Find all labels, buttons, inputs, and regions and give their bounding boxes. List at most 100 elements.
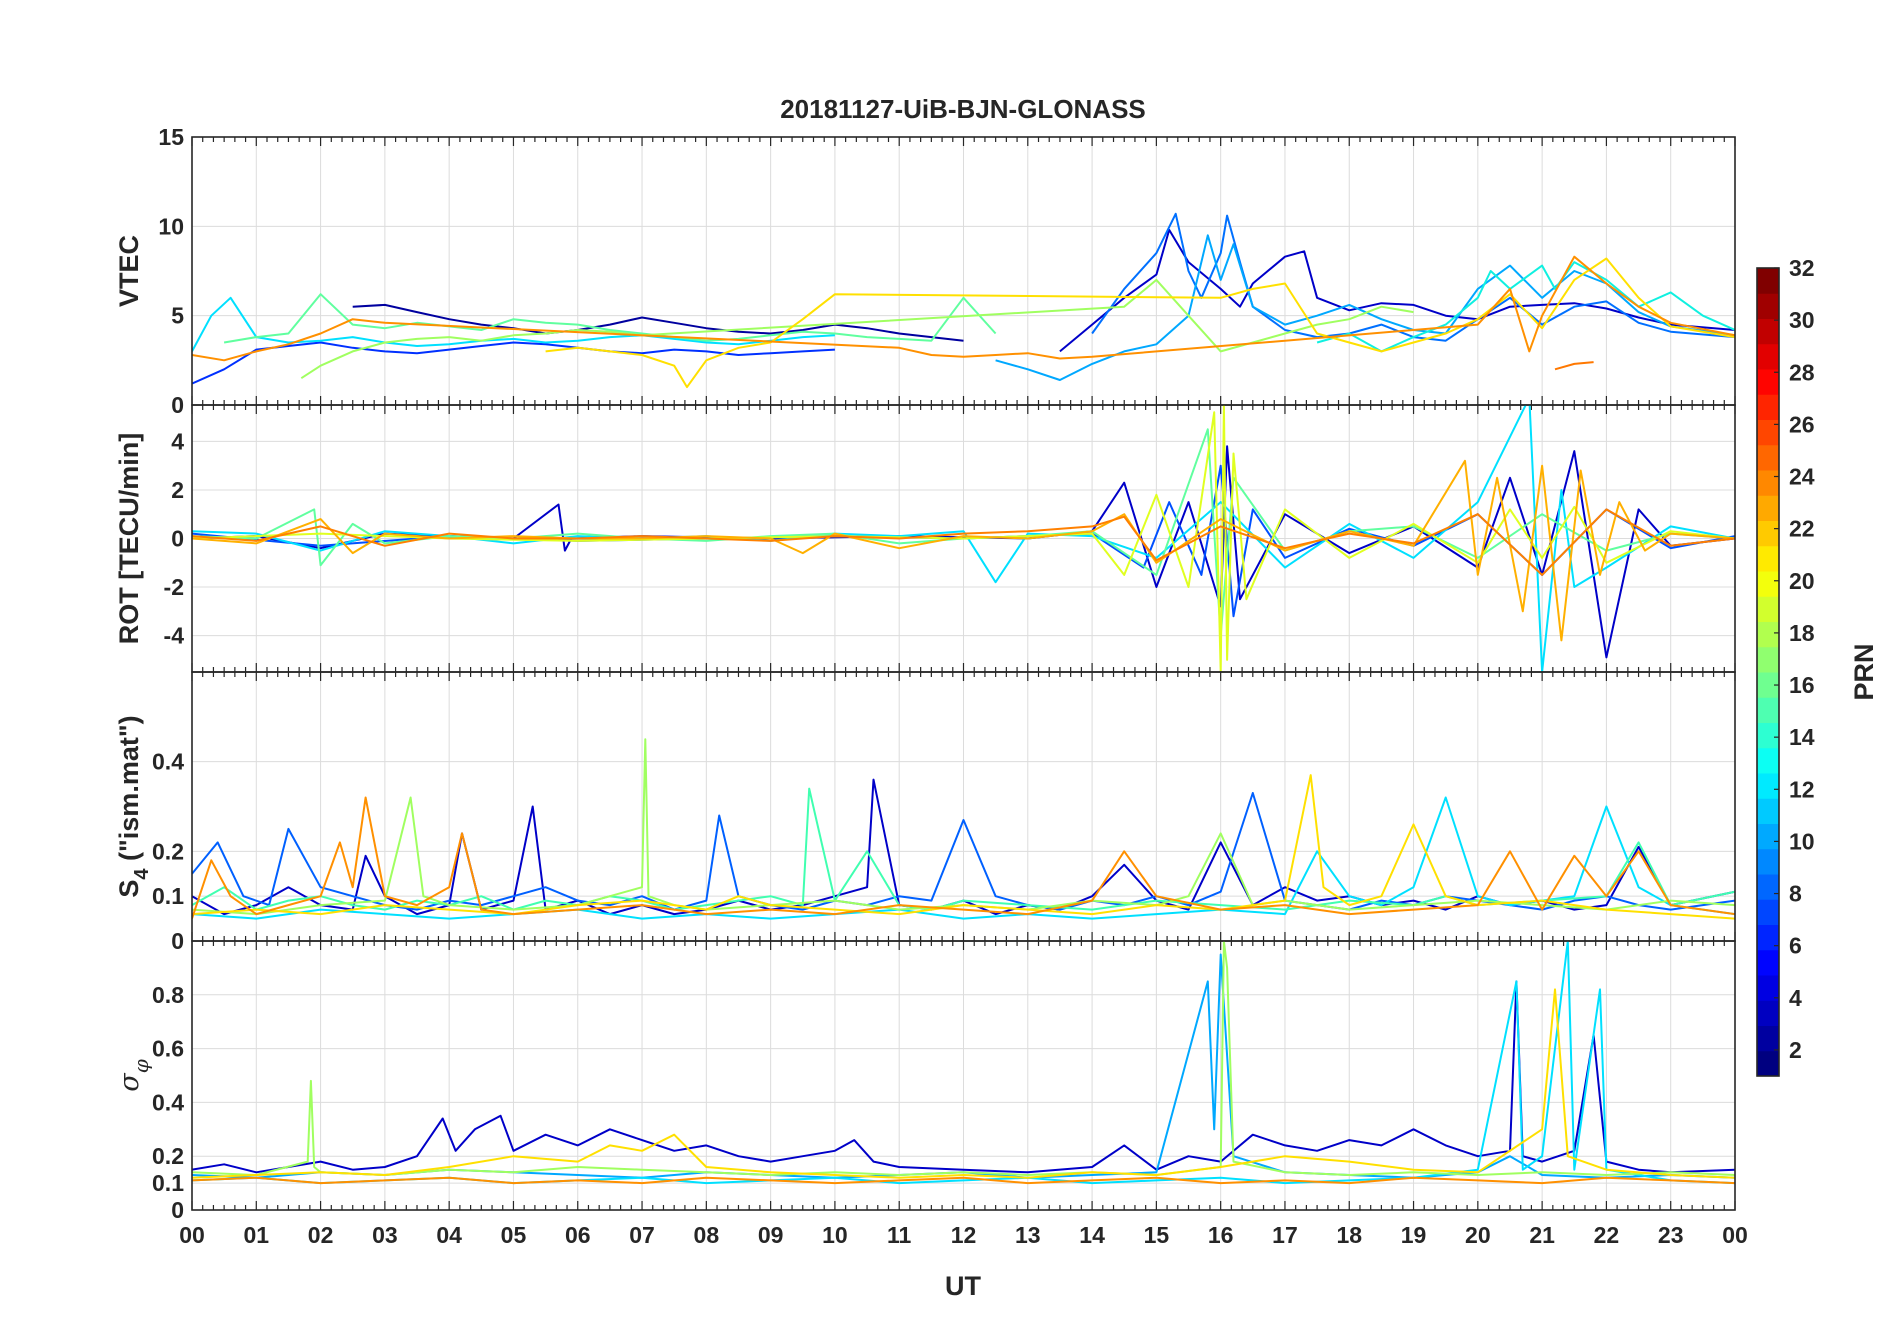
colorbar-tick-label: 2 — [1789, 1037, 1802, 1063]
y-axis-label: VTEC — [114, 235, 144, 307]
colorbar-segment — [1757, 899, 1779, 925]
x-axis: 00 01 02 03 04 05 06 07 08 09 10 11 12 13 14 15 16 17 18 19… — [179, 1222, 1748, 1248]
colorbar-segment — [1757, 369, 1779, 395]
x-tick-label: 12 — [951, 1222, 977, 1248]
series-prn-3 — [1059, 228, 1735, 353]
x-tick-label: 23 — [1658, 1222, 1684, 1248]
colorbar-tick-label: 10 — [1789, 828, 1815, 854]
y-tick-label: 2 — [171, 477, 184, 503]
colorbar-tick-label: 30 — [1789, 307, 1815, 333]
panel-4: 00.10.2 0.4 0.6 0.8 σφ — [114, 940, 1736, 1223]
colorbar-segment — [1757, 773, 1779, 799]
series-group — [192, 212, 1735, 389]
series-prn-12 — [192, 296, 835, 352]
colorbar-segment — [1757, 419, 1779, 446]
x-tick-label: 00 — [1722, 1222, 1748, 1248]
colorbar-segment — [1757, 596, 1779, 622]
series-prn-9 — [995, 234, 1735, 381]
colorbar-segment — [1757, 343, 1779, 370]
y-tick-label: 0 — [171, 392, 184, 418]
series-prn-15 — [192, 787, 1735, 911]
colorbar-tick-label: 16 — [1789, 672, 1815, 698]
colorbar-segment — [1757, 1050, 1779, 1077]
colorbar-tick-label: 22 — [1789, 516, 1815, 542]
x-tick-label: 03 — [372, 1222, 398, 1248]
series-prn-23 — [192, 255, 1735, 362]
colorbar-tick-label: 20 — [1789, 568, 1815, 594]
y-axis-label: ROT [TECU/min] — [114, 433, 144, 644]
colorbar-segment — [1757, 848, 1779, 875]
colorbar-segment — [1757, 495, 1779, 521]
y-tick-label: 0.1 — [152, 883, 184, 909]
x-tick-label: 16 — [1208, 1222, 1234, 1248]
colorbar-tick-label: 26 — [1789, 411, 1815, 437]
series-prn-12 — [192, 405, 1735, 672]
series-group — [192, 738, 1735, 920]
series-prn-24 — [192, 508, 1735, 576]
x-tick-label: 08 — [694, 1222, 720, 1248]
x-tick-label: 06 — [565, 1222, 591, 1248]
colorbar-tick-label: 8 — [1789, 881, 1802, 907]
colorbar-segment — [1757, 798, 1779, 824]
series-prn-15 — [223, 293, 997, 344]
y-tick-label: 0.8 — [152, 982, 184, 1008]
colorbar-segment — [1757, 545, 1779, 572]
series-prn-3 — [192, 778, 1735, 916]
x-tick-label: 15 — [1144, 1222, 1170, 1248]
y-axis-label: σφ — [114, 1059, 153, 1091]
panel-3: 0 0.1 0.2 0.4S4 ("ism.mat") — [114, 671, 1736, 954]
series-prn-17 — [192, 738, 1735, 916]
y-tick-label: 0 — [171, 526, 184, 552]
y-tick-label: 5 — [171, 303, 184, 329]
y-axis-label: S4 ("ism.mat") — [114, 715, 153, 897]
y-tick-label: 0.4 — [152, 1089, 184, 1115]
colorbar-tick-label: 14 — [1789, 724, 1815, 750]
colorbar-segment — [1757, 672, 1779, 698]
colorbar-tick-label: 4 — [1789, 985, 1802, 1011]
series-prn-17 — [300, 278, 1414, 380]
series-prn-20 — [192, 988, 1735, 1179]
colorbar-tick-label: 32 — [1789, 255, 1815, 281]
colorbar-segment — [1757, 975, 1779, 1001]
colorbar-segment — [1757, 571, 1779, 597]
series-prn-13 — [1316, 261, 1735, 353]
series-prn-20 — [545, 257, 1735, 389]
series-group — [192, 941, 1735, 1185]
series-prn-5 — [192, 341, 835, 385]
y-tick-label: 10 — [158, 213, 184, 239]
x-tick-label: 18 — [1336, 1222, 1362, 1248]
colorbar-segment — [1757, 293, 1779, 319]
x-tick-label: 09 — [758, 1222, 784, 1248]
colorbar-tick-label: 28 — [1789, 359, 1815, 385]
series-group — [192, 405, 1735, 672]
x-tick-label: 17 — [1272, 1222, 1298, 1248]
colorbar-segment — [1757, 823, 1779, 850]
series-prn-3 — [192, 980, 1735, 1174]
y-tick-label: 4 — [171, 428, 184, 454]
colorbar-tick-label: 12 — [1789, 776, 1815, 802]
x-tick-label: 13 — [1015, 1222, 1041, 1248]
y-tick-label: 0 — [171, 928, 184, 954]
colorbar-box — [1756, 267, 1780, 1077]
colorbar-segment — [1757, 268, 1779, 294]
x-tick-label: 10 — [822, 1222, 848, 1248]
y-tick-label: 0.2 — [152, 838, 184, 864]
series-prn-23 — [192, 1176, 1735, 1185]
y-tick-label: -2 — [164, 574, 184, 600]
y-tick-label: 15 — [158, 124, 184, 150]
colorbar-label: PRN — [1849, 643, 1879, 700]
colorbar-segment — [1757, 949, 1779, 976]
series-prn-7 — [1091, 212, 1735, 342]
colorbar-segment — [1757, 1000, 1779, 1026]
x-tick-label: 20 — [1465, 1222, 1491, 1248]
colorbar-segment — [1757, 874, 1779, 900]
axes-box — [191, 940, 1736, 1211]
series-prn-24 — [1554, 361, 1594, 371]
colorbar-segment — [1757, 621, 1779, 648]
series-prn-2 — [352, 303, 964, 342]
series-prn-23 — [192, 796, 1735, 919]
panel-2: -4 -2 0 2 4 ROT [TECU/min] — [114, 404, 1736, 673]
